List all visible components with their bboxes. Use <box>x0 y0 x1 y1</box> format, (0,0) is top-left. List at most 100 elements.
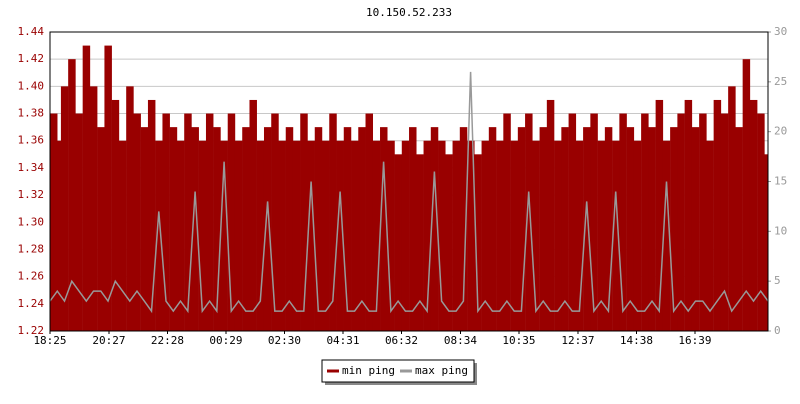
y-tick-label: 1.38 <box>18 107 45 120</box>
bar <box>641 113 649 331</box>
y2-tick-label: 5 <box>774 274 781 287</box>
bar <box>307 140 315 331</box>
bar <box>336 140 344 331</box>
bar <box>285 127 294 332</box>
bar <box>292 140 301 331</box>
bar <box>633 140 642 331</box>
bar <box>176 140 185 331</box>
bar <box>278 140 286 331</box>
y2-tick-label: 25 <box>774 75 787 88</box>
bar <box>198 140 207 331</box>
bar <box>263 127 272 332</box>
y-tick-label: 1.42 <box>18 52 45 65</box>
bar <box>322 140 330 331</box>
bar <box>53 140 62 331</box>
bar <box>184 113 192 331</box>
bar <box>517 127 526 332</box>
bar <box>213 127 221 332</box>
bar <box>684 99 693 331</box>
bar <box>75 113 83 331</box>
x-tick-label: 08:34 <box>444 334 477 347</box>
bar <box>590 113 598 331</box>
bar <box>735 127 743 332</box>
bar <box>532 140 540 331</box>
bar <box>575 140 584 331</box>
legend-label: max ping <box>415 364 468 377</box>
x-tick-label: 10:35 <box>502 334 535 347</box>
bar <box>351 140 359 331</box>
legend-label: min ping <box>342 364 395 377</box>
y-tick-label: 1.44 <box>18 25 45 38</box>
bar <box>474 154 482 331</box>
x-tick-label: 02:30 <box>268 334 301 347</box>
bar <box>249 99 257 331</box>
bar <box>677 113 685 331</box>
bar <box>749 99 758 331</box>
bar <box>372 140 381 331</box>
bar <box>380 127 388 332</box>
legend: min ping max ping <box>321 359 477 385</box>
x-tick-label: 12:37 <box>561 334 594 347</box>
x-tick-label: 16:39 <box>678 334 711 347</box>
bar <box>459 127 468 332</box>
bar <box>409 127 417 332</box>
bar <box>416 154 424 331</box>
bar <box>358 127 366 332</box>
bar <box>764 154 769 331</box>
y2-tick-label: 20 <box>774 125 787 138</box>
x-tick-label: 04:31 <box>326 334 359 347</box>
bar <box>706 140 714 331</box>
bar <box>488 127 497 332</box>
bar <box>118 140 127 331</box>
bar <box>430 127 439 332</box>
y-tick-label: 1.30 <box>18 215 45 228</box>
bar <box>481 140 490 331</box>
bar <box>329 113 337 331</box>
bar <box>205 113 214 331</box>
bar <box>82 45 91 331</box>
bar <box>670 127 678 332</box>
bar <box>691 127 700 332</box>
bar <box>568 113 577 331</box>
bar <box>583 127 591 332</box>
x-tick-label: 20:27 <box>92 334 125 347</box>
x-tick-label: 18:25 <box>33 334 66 347</box>
bar <box>60 86 69 331</box>
bar <box>713 99 722 331</box>
bar <box>648 127 656 332</box>
bar <box>655 99 664 331</box>
y-tick-label: 1.28 <box>18 242 45 255</box>
legend-box <box>321 359 475 383</box>
bar <box>97 127 105 332</box>
y-tick-label: 1.36 <box>18 134 45 147</box>
bar <box>169 127 178 332</box>
bar <box>496 140 504 331</box>
y2-tick-label: 30 <box>774 25 787 38</box>
bar <box>597 140 606 331</box>
bar <box>438 140 446 331</box>
bar <box>742 59 751 331</box>
bar <box>728 86 736 331</box>
x-tick-label: 22:28 <box>151 334 184 347</box>
y2-tick-label: 15 <box>774 175 787 188</box>
y2-tick-label: 10 <box>774 224 787 237</box>
bar <box>445 154 453 331</box>
chart-title: 10.150.52.233 <box>366 6 452 19</box>
bar <box>155 140 163 331</box>
x-tick-label: 14:38 <box>620 334 653 347</box>
bar <box>271 113 279 331</box>
bar <box>191 127 199 332</box>
bar <box>626 127 635 332</box>
bar <box>757 113 765 331</box>
bar <box>394 154 403 331</box>
bar <box>720 113 729 331</box>
bar <box>365 113 374 331</box>
y-tick-label: 1.26 <box>18 270 45 283</box>
bar <box>300 113 308 331</box>
bar <box>510 140 519 331</box>
y-tick-label: 1.22 <box>18 324 45 337</box>
bar <box>147 99 156 331</box>
bar <box>452 140 461 331</box>
bar <box>111 99 120 331</box>
